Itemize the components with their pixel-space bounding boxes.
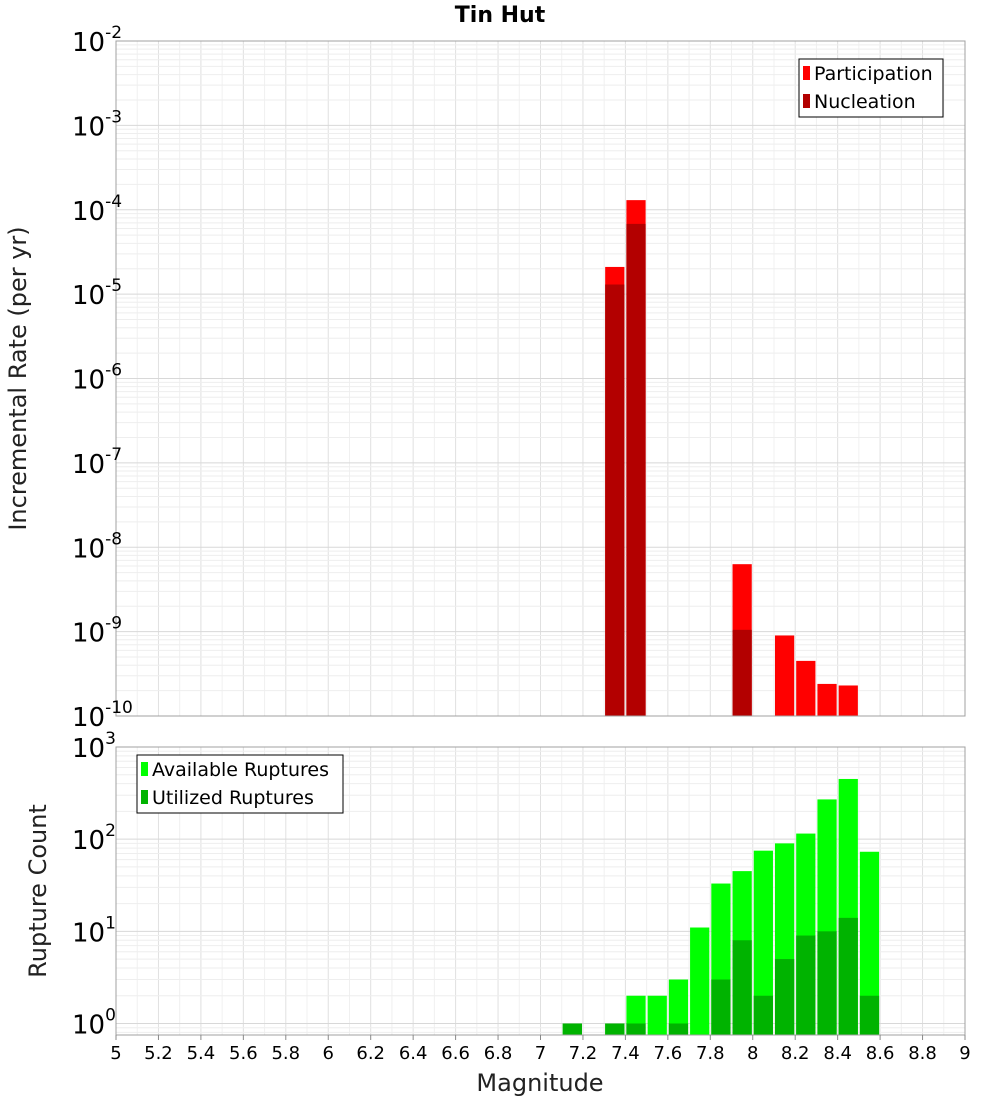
legend: Participation Nucleation	[798, 58, 944, 118]
y-tick-label: 10-4	[72, 192, 122, 227]
count-panel: 100 101 102 103 Rupture Count Available Ruptu…	[24, 729, 966, 1040]
bar-utilized-ruptures	[668, 1023, 689, 1035]
y-tick-label: 10-3	[72, 107, 122, 142]
bar-available-ruptures	[668, 979, 689, 1035]
bar-nucleation	[626, 223, 646, 716]
legend-box	[798, 58, 944, 118]
bar-utilized-ruptures	[817, 931, 837, 1035]
bar-available-ruptures	[690, 927, 710, 1035]
x-tick-label: 5.6	[229, 1043, 258, 1064]
x-tick-label: 8.8	[908, 1043, 937, 1064]
y-tick-label: 101	[72, 913, 116, 948]
bar-utilized-ruptures	[796, 935, 816, 1035]
y-axis-label: Incremental Rate (per yr)	[4, 226, 32, 530]
x-axis-label: Magnitude	[476, 1069, 603, 1097]
bar-utilized-ruptures	[753, 995, 773, 1035]
y-tick-label: 10-7	[72, 445, 122, 480]
bar-utilized-ruptures	[774, 959, 795, 1035]
x-tick-label: 6.8	[484, 1043, 513, 1064]
y-tick-label: 102	[72, 821, 116, 856]
x-tick-label: 5.4	[187, 1043, 216, 1064]
y-tick-label: 103	[72, 729, 116, 764]
x-tick-label: 8.2	[781, 1043, 810, 1064]
rate-panel: 10-10 10-9 10-8 10-7 10-6 10-5 10-4 10-3 10-2 Inc…	[4, 23, 966, 733]
legend-swatch	[803, 66, 810, 80]
bar-utilized-ruptures	[711, 979, 731, 1035]
y-tick-label: 10-9	[72, 614, 122, 649]
bar-nucleation	[732, 629, 752, 716]
x-tick-label: 9	[959, 1043, 970, 1064]
x-tick-label: 5.2	[144, 1043, 173, 1064]
bar-utilized-ruptures	[626, 1023, 646, 1035]
bar-available-ruptures	[859, 851, 880, 1035]
x-tick-label: 7	[535, 1043, 546, 1064]
legend: Available Ruptures Utilized Ruptures	[136, 754, 344, 814]
y-tick-label: 10-6	[72, 361, 122, 396]
x-tick-label: 5.8	[271, 1043, 300, 1064]
x-tick-label: 6.6	[441, 1043, 470, 1064]
bar-participation	[838, 685, 858, 716]
x-tick-label: 7.6	[654, 1043, 683, 1064]
legend-swatch	[141, 762, 148, 776]
bar-utilized-ruptures	[859, 995, 880, 1035]
y-tick-label: 10-8	[72, 529, 122, 564]
bar-utilized-ruptures	[838, 917, 858, 1035]
x-tick-label: 8	[747, 1043, 758, 1064]
bar-utilized-ruptures	[562, 1023, 582, 1035]
bar-nucleation	[605, 284, 625, 716]
bar-available-ruptures	[753, 850, 773, 1035]
bar-available-ruptures	[647, 995, 667, 1035]
x-tick-label: 5	[110, 1043, 121, 1064]
x-tick-label: 8.6	[866, 1043, 895, 1064]
legend-swatch	[803, 94, 810, 108]
bar-utilized-ruptures	[605, 1023, 625, 1035]
chart-title: Tin Hut	[455, 3, 546, 28]
x-tick-label: 7.2	[569, 1043, 598, 1064]
plot-frame	[115, 40, 966, 717]
legend-label: Participation	[814, 63, 933, 85]
x-tick-label: 6	[323, 1043, 334, 1064]
y-tick-label: 100	[72, 1005, 116, 1040]
x-tick-label: 6.4	[399, 1043, 428, 1064]
x-tick-label: 7.4	[611, 1043, 640, 1064]
y-tick-label: 10-2	[72, 23, 122, 58]
y-tick-label: 10-5	[72, 276, 122, 311]
bar-utilized-ruptures	[732, 940, 752, 1035]
legend-label: Available Ruptures	[152, 759, 329, 781]
legend-label: Utilized Ruptures	[152, 787, 314, 809]
x-axis: 5 5.2 5.4 5.6 5.8 6 6.2 6.4 6.6 6.8 7 7.2 7.4 7.6 7.8 8…	[110, 1035, 971, 1064]
legend-label: Nucleation	[814, 91, 916, 113]
y-tick-label: 10-10	[72, 698, 133, 733]
bar-participation	[774, 635, 795, 716]
y-axis-label: Rupture Count	[24, 804, 52, 978]
x-tick-label: 6.2	[356, 1043, 385, 1064]
bar-participation	[817, 683, 837, 716]
legend-swatch	[141, 790, 148, 804]
x-tick-label: 8.4	[823, 1043, 852, 1064]
bar-participation	[796, 660, 816, 716]
legend-box	[136, 754, 344, 814]
x-tick-label: 7.8	[696, 1043, 725, 1064]
